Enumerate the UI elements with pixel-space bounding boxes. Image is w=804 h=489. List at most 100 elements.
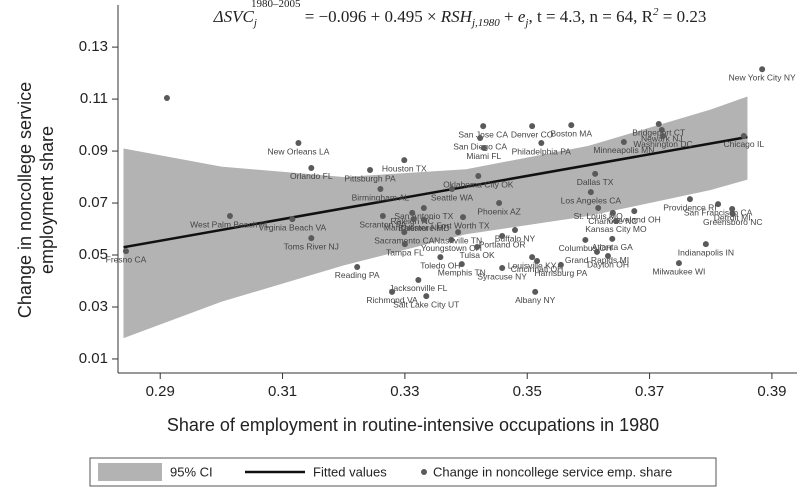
point [448,186,455,192]
legend-point-swatch [421,469,427,475]
point [401,157,408,164]
point-label: Pittsburgh PA [344,173,396,183]
point [593,248,600,255]
point [295,140,302,146]
point [612,217,619,224]
point [420,204,427,211]
legend-label: Change in noncollege service emp. share [433,464,672,479]
point [609,235,616,242]
title-part: j [523,17,528,29]
point [367,167,374,174]
legend-label: 95% CI [170,464,213,479]
point [529,254,536,261]
point-label: Toledo OH [420,260,460,270]
y-tick-label: 0.05 [79,246,108,263]
point-label: Tampa FL [386,247,424,257]
point [655,121,662,128]
point [401,229,408,236]
point-label: Manchester NH [384,222,443,232]
point [715,201,722,208]
point-label: Louisville KY [508,260,557,270]
point-label: Orlando FL [290,171,333,181]
point [529,123,536,130]
point-label: Miami FL [466,151,501,161]
title-part: e [518,7,526,26]
point-label: Harrisburg PA [535,268,588,278]
title-part: 1980–2005 [251,0,301,10]
point-label: Greensboro NC [703,217,763,227]
y-tick-label: 0.13 [79,38,108,55]
point-label: Baltimore MD [398,223,449,233]
point [389,288,396,295]
point-label: Boston MA [550,128,592,138]
point [582,236,589,243]
point [658,127,665,134]
point [448,236,455,243]
y-tick-label: 0.09 [79,142,108,159]
point [401,241,408,248]
point [308,164,315,171]
point-label: New York City NY [729,72,796,82]
title-part: , t = 4.3, n = 64, R [528,7,653,26]
legend-ci-swatch [98,463,162,481]
point [729,210,736,217]
point-label: Virginia Beach VA [258,222,326,232]
title-part: j,1980 [470,17,500,29]
point-label: Columbus OH [559,243,612,253]
point-label: Milwaukee WI [652,266,705,276]
point [620,138,627,145]
point-label: Sacramento CA [374,235,434,245]
point [437,254,444,261]
x-tick-label: 0.33 [390,383,419,400]
point [592,170,599,177]
point [415,276,422,283]
point-label: Philadelphia PA [512,146,572,156]
point [409,209,416,216]
point-label: Oklahoma City OK [443,179,514,189]
point-label: Portland OR [479,239,526,249]
point-label: Cincinnati OH [511,264,563,274]
point-label: Chicago IL [723,139,764,149]
point [686,196,693,203]
point-label: Nashville TN [434,235,482,245]
point-label: Youngstown OH [421,243,482,253]
legend-label: Fitted values [313,464,387,479]
point [423,293,430,300]
point-label: San Jose CA [458,129,508,139]
point [455,229,462,236]
point-label: Phoenix AZ [477,206,520,216]
point [538,140,545,146]
x-tick-label: 0.39 [757,383,786,400]
point [660,132,667,139]
point [759,66,766,73]
point-label: Los Angeles CA [561,195,622,205]
point-label: San Diego CA [453,141,507,151]
point [512,227,519,234]
point-label: Atlanta GA [592,242,633,252]
point [702,241,709,248]
x-tick-label: 0.31 [268,383,297,400]
point-label: West Palm Beach FL [190,219,270,229]
point [226,213,233,220]
point-label: St. Louis MO [574,211,624,221]
y-tick-label: 0.03 [79,298,108,315]
point-label: Jacksonville FL [389,283,447,293]
point-label: Fresno CA [106,254,147,264]
point-label: Tulsa OK [460,250,495,260]
point-label: Grand Rapids MI [565,255,629,265]
fitted-line [123,135,748,249]
point-label: Buffalo NY [495,233,536,243]
point-label: Richmond VA [366,295,418,305]
point-label: Denver CO [511,129,554,139]
point-label: Salt Lake City UT [393,299,459,309]
point [631,208,638,215]
point [420,216,427,223]
point [163,95,170,102]
point [604,253,611,260]
legend-box [89,457,717,487]
point [354,263,361,270]
point [675,260,682,267]
y-tick-label: 0.11 [80,90,108,107]
x-tick-label: 0.29 [146,383,175,400]
